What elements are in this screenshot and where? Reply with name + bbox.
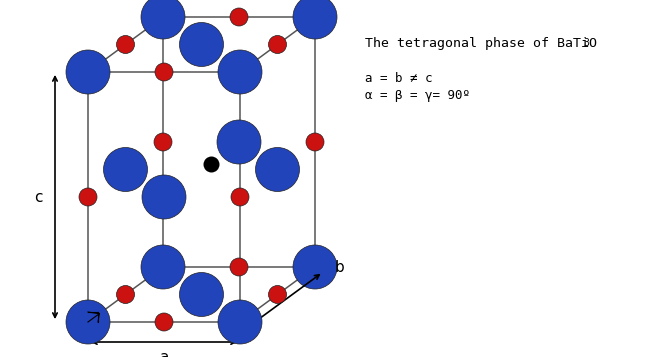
Text: α = β = γ= 90º: α = β = γ= 90º xyxy=(365,89,470,102)
Circle shape xyxy=(230,258,248,276)
Circle shape xyxy=(179,272,224,317)
Circle shape xyxy=(117,286,134,303)
Circle shape xyxy=(306,133,324,151)
Circle shape xyxy=(141,245,185,289)
Circle shape xyxy=(142,175,186,219)
Circle shape xyxy=(230,8,248,26)
Circle shape xyxy=(66,50,110,94)
Circle shape xyxy=(293,0,337,39)
Text: The tetragonal phase of BaTiO: The tetragonal phase of BaTiO xyxy=(365,37,597,50)
Circle shape xyxy=(231,188,249,206)
Circle shape xyxy=(203,156,220,172)
Circle shape xyxy=(217,120,261,164)
Circle shape xyxy=(155,313,173,331)
Circle shape xyxy=(66,300,110,344)
Circle shape xyxy=(141,0,185,39)
Circle shape xyxy=(218,300,262,344)
Text: 3: 3 xyxy=(583,39,589,49)
Circle shape xyxy=(155,63,173,81)
Circle shape xyxy=(256,147,299,191)
Circle shape xyxy=(79,188,97,206)
Text: b: b xyxy=(335,260,345,275)
Circle shape xyxy=(293,245,337,289)
Circle shape xyxy=(179,22,224,66)
Circle shape xyxy=(269,286,286,303)
Text: c: c xyxy=(35,190,43,205)
Circle shape xyxy=(154,133,172,151)
Circle shape xyxy=(104,147,147,191)
Circle shape xyxy=(117,35,134,54)
Text: a = b ≠ c: a = b ≠ c xyxy=(365,72,432,85)
Circle shape xyxy=(269,35,286,54)
Text: a: a xyxy=(159,350,169,357)
Circle shape xyxy=(218,50,262,94)
